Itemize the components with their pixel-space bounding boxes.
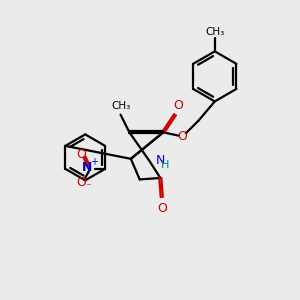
Text: H: H (161, 160, 170, 170)
Text: O: O (76, 148, 86, 160)
Text: +: + (90, 158, 98, 167)
Text: O: O (173, 99, 183, 112)
Text: O: O (157, 202, 167, 215)
Text: CH₃: CH₃ (111, 101, 130, 111)
Text: O: O (178, 130, 187, 143)
Text: N: N (155, 154, 165, 167)
Text: O: O (76, 176, 86, 189)
Text: CH₃: CH₃ (205, 27, 224, 37)
Text: ⁻: ⁻ (85, 182, 91, 192)
Text: N: N (82, 161, 92, 174)
